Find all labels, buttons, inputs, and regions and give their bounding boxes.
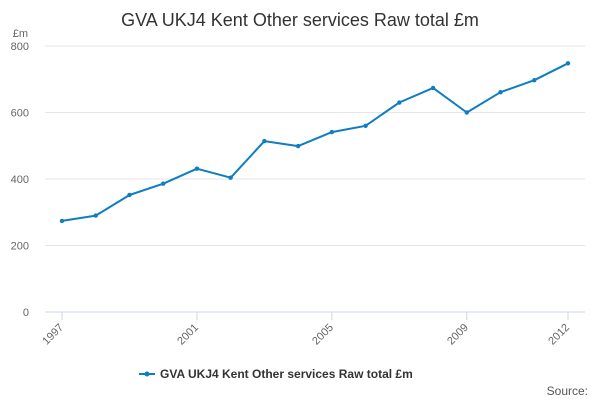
y-axis-unit: £m <box>13 28 28 40</box>
data-point <box>161 181 166 186</box>
series-line <box>61 62 569 222</box>
y-tick-label: 0 <box>23 307 29 319</box>
legend-series-marker <box>144 371 150 377</box>
data-point <box>59 218 65 224</box>
data-point <box>498 90 503 95</box>
data-point <box>228 175 233 180</box>
data-point <box>363 123 368 128</box>
x-axis-labels: 1997 2001 2005 2009 2012 <box>40 322 572 348</box>
data-point <box>262 138 267 144</box>
y-axis: 0 200 400 600 800 <box>11 41 29 319</box>
data-point <box>430 85 436 91</box>
data-point <box>397 100 402 105</box>
legend[interactable]: GVA UKJ4 Kent Other services Raw total £… <box>139 367 413 381</box>
y-tick-label: 200 <box>11 241 29 253</box>
chart-title: GVA UKJ4 Kent Other services Raw total £… <box>121 10 479 30</box>
legend-series-label: GVA UKJ4 Kent Other services Raw total £… <box>160 367 413 381</box>
data-point <box>127 192 132 198</box>
data-point <box>329 129 335 135</box>
data-point <box>532 78 537 83</box>
x-tick-label: 2009 <box>445 322 471 348</box>
series-group <box>59 61 571 224</box>
data-point <box>93 213 98 218</box>
data-point <box>194 166 200 171</box>
x-axis <box>45 311 585 320</box>
data-point <box>295 143 301 149</box>
x-tick-label: 1997 <box>40 322 66 348</box>
x-tick-label: 2005 <box>310 322 336 348</box>
y-tick-label: 600 <box>11 108 29 120</box>
gridlines <box>45 45 585 246</box>
y-tick-label: 800 <box>11 41 29 53</box>
x-tick-label: 2012 <box>546 322 572 348</box>
data-point <box>464 110 469 115</box>
x-tick-label: 2001 <box>175 322 201 348</box>
source-label[interactable]: Source: <box>547 384 588 398</box>
data-point <box>565 61 571 66</box>
y-tick-label: 400 <box>11 174 29 186</box>
